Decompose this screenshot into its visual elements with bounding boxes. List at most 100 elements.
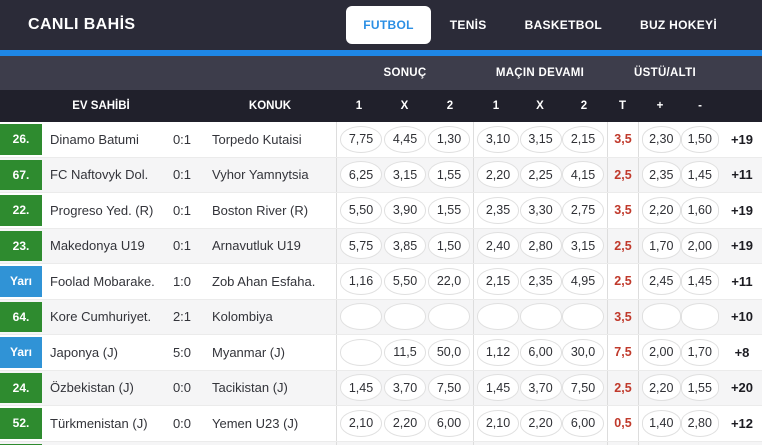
more-bets-count[interactable]: +20 <box>730 380 754 396</box>
odds-button[interactable]: 3,70 <box>384 374 426 402</box>
odds-button[interactable]: 7,50 <box>562 374 604 402</box>
odds-button[interactable]: 1,12 <box>477 338 519 366</box>
more-bets-count[interactable]: +12 <box>730 415 754 431</box>
odds-button[interactable] <box>384 303 426 331</box>
odds-button[interactable]: 1,55 <box>428 196 470 224</box>
more-bets-count[interactable]: +11 <box>731 273 753 289</box>
home-team[interactable]: Kore Cumhuriyet. <box>50 309 152 325</box>
away-team[interactable]: Torpedo Kutaisi <box>212 131 302 147</box>
odds-button[interactable] <box>519 303 562 331</box>
more-bets-count[interactable]: +19 <box>730 238 754 254</box>
odds-button[interactable]: 3,10 <box>477 125 519 153</box>
odds-button[interactable]: 1,45 <box>340 374 382 402</box>
odds-button[interactable]: 1,55 <box>428 161 470 189</box>
odds-button[interactable] <box>477 303 519 331</box>
odds-button[interactable]: 11,5 <box>384 338 426 366</box>
home-team[interactable]: Özbekistan (J) <box>50 380 134 396</box>
odds-button[interactable]: 7,75 <box>340 125 382 153</box>
odds-button[interactable] <box>340 338 382 366</box>
odds-button[interactable]: 2,25 <box>519 161 562 189</box>
odds-button[interactable]: 3,90 <box>384 196 426 224</box>
home-team[interactable]: Japonya (J) <box>50 344 118 360</box>
away-team[interactable]: Boston River (R) <box>212 202 309 218</box>
home-team[interactable]: Progreso Yed. (R) <box>50 202 154 218</box>
odds-button[interactable]: 2,00 <box>680 232 719 260</box>
more-bets-count[interactable]: +19 <box>730 131 754 147</box>
odds-button[interactable] <box>562 303 604 331</box>
odds-button[interactable]: 6,25 <box>340 161 382 189</box>
odds-button[interactable] <box>680 303 719 331</box>
odds-button[interactable]: 2,15 <box>562 125 604 153</box>
odds-button[interactable]: 2,20 <box>642 374 681 402</box>
odds-button[interactable]: 2,45 <box>642 267 681 295</box>
odds-button[interactable]: 2,35 <box>519 267 562 295</box>
odds-button[interactable]: 2,20 <box>519 409 562 437</box>
home-team[interactable]: Dinamo Batumi <box>50 131 139 147</box>
odds-button[interactable]: 2,35 <box>642 161 681 189</box>
tab-buz-hokeyi[interactable]: BUZ HOKEYİ <box>639 18 717 32</box>
odds-button[interactable]: 1,50 <box>680 125 719 153</box>
odds-button[interactable]: 2,20 <box>642 196 681 224</box>
away-team[interactable]: Vyhor Yamnytsia <box>212 167 309 183</box>
more-bets-count[interactable]: +8 <box>734 344 750 360</box>
odds-button[interactable]: 3,30 <box>519 196 562 224</box>
odds-button[interactable]: 6,00 <box>519 338 562 366</box>
odds-button[interactable]: 3,15 <box>519 125 562 153</box>
odds-button[interactable]: 2,30 <box>642 125 681 153</box>
tab-futbol[interactable]: FUTBOL <box>346 6 431 44</box>
odds-button[interactable] <box>428 303 470 331</box>
odds-button[interactable]: 6,00 <box>428 409 470 437</box>
away-team[interactable]: Tacikistan (J) <box>212 380 288 396</box>
more-bets-count[interactable]: +11 <box>731 167 753 183</box>
odds-button[interactable]: 4,15 <box>562 161 604 189</box>
home-team[interactable]: Makedonya U19 <box>50 238 145 254</box>
home-team[interactable]: Türkmenistan (J) <box>50 415 148 431</box>
odds-button[interactable]: 2,75 <box>562 196 604 224</box>
tab-basketbol[interactable]: BASKETBOL <box>524 18 602 32</box>
odds-button[interactable]: 2,20 <box>477 161 519 189</box>
odds-button[interactable]: 7,50 <box>428 374 470 402</box>
odds-button[interactable]: 1,55 <box>680 374 719 402</box>
odds-button[interactable]: 1,30 <box>428 125 470 153</box>
odds-button[interactable]: 2,35 <box>477 196 519 224</box>
odds-button[interactable]: 5,50 <box>384 267 426 295</box>
tab-tenis[interactable]: TENİS <box>449 18 487 32</box>
odds-button[interactable]: 5,75 <box>340 232 382 260</box>
odds-button[interactable]: 2,80 <box>680 409 719 437</box>
odds-button[interactable]: 2,80 <box>519 232 562 260</box>
odds-button[interactable]: 5,50 <box>340 196 382 224</box>
odds-button[interactable] <box>340 303 382 331</box>
odds-button[interactable]: 1,50 <box>428 232 470 260</box>
home-team[interactable]: FC Naftovyk Dol. <box>50 167 149 183</box>
away-team[interactable]: Myanmar (J) <box>212 344 285 360</box>
odds-button[interactable]: 1,45 <box>680 161 719 189</box>
odds-button[interactable]: 22,0 <box>428 267 470 295</box>
away-team[interactable]: Yemen U23 (J) <box>212 415 299 431</box>
odds-button[interactable]: 1,40 <box>642 409 681 437</box>
more-bets-count[interactable]: +19 <box>730 202 754 218</box>
home-team[interactable]: Foolad Mobarake. <box>50 273 155 289</box>
odds-button[interactable]: 3,15 <box>384 161 426 189</box>
odds-button[interactable]: 2,20 <box>384 409 426 437</box>
odds-button[interactable]: 1,45 <box>477 374 519 402</box>
odds-button[interactable]: 50,0 <box>428 338 470 366</box>
odds-button[interactable]: 1,16 <box>340 267 382 295</box>
odds-button[interactable]: 1,45 <box>680 267 719 295</box>
odds-button[interactable]: 2,10 <box>477 409 519 437</box>
away-team[interactable]: Zob Ahan Esfaha. <box>212 273 316 289</box>
odds-button[interactable]: 4,95 <box>562 267 604 295</box>
odds-button[interactable]: 2,10 <box>340 409 382 437</box>
odds-button[interactable]: 2,00 <box>642 338 681 366</box>
odds-button[interactable]: 3,15 <box>562 232 604 260</box>
odds-button[interactable]: 2,15 <box>477 267 519 295</box>
odds-button[interactable]: 2,40 <box>477 232 519 260</box>
more-bets-count[interactable]: +10 <box>730 309 754 325</box>
odds-button[interactable]: 6,00 <box>562 409 604 437</box>
away-team[interactable]: Kolombiya <box>212 309 273 325</box>
away-team[interactable]: Arnavutluk U19 <box>212 238 301 254</box>
odds-button[interactable]: 1,70 <box>680 338 719 366</box>
odds-button[interactable]: 4,45 <box>384 125 426 153</box>
odds-button[interactable]: 30,0 <box>562 338 604 366</box>
odds-button[interactable]: 1,60 <box>680 196 719 224</box>
odds-button[interactable]: 1,70 <box>642 232 681 260</box>
